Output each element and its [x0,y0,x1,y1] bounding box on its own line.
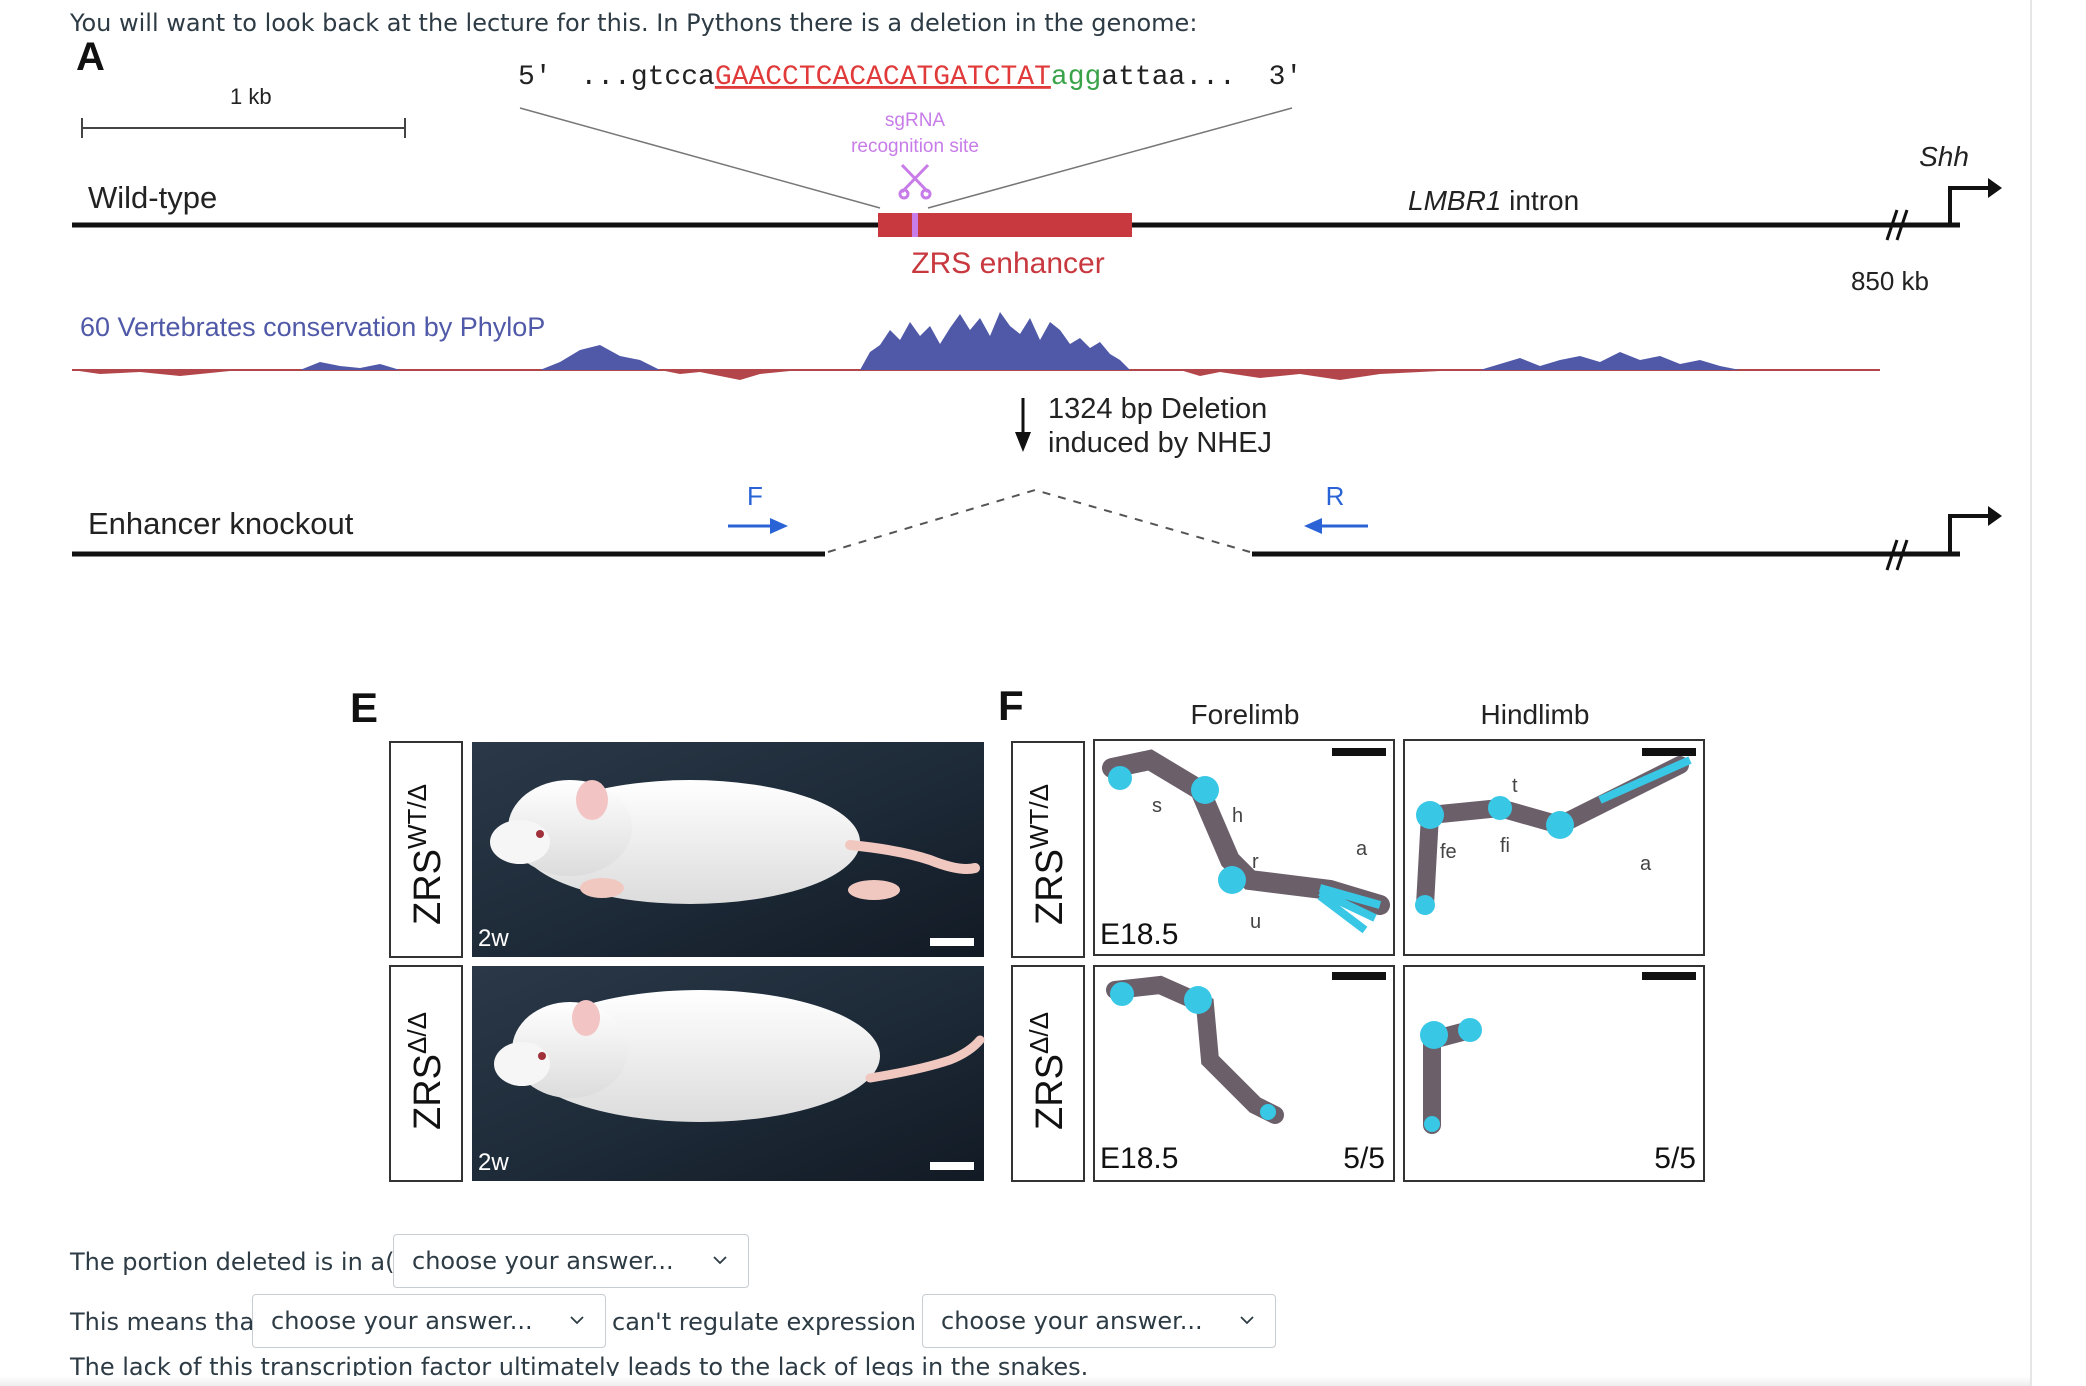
bone-label-t: t [1512,775,1518,797]
zoom-line-right [927,107,1293,209]
dropdown-regulator[interactable]: choose your answer... [252,1294,606,1348]
bone-label-u: u [1250,911,1261,933]
scale-label: 1 kb [230,84,272,109]
rat-age-2: 2w [478,1149,509,1176]
seq-5prime: 5′ [518,62,552,93]
dropdown-deleted-region-value: choose your answer... [412,1247,674,1275]
hindlimb-ko: 5/5 [1403,965,1705,1182]
primer-f-label: F [747,481,763,511]
rat-photo-het: 2w [472,742,984,957]
deletion-dashed [827,488,1251,553]
seq-3prime: 3′ [1269,62,1303,93]
rat-photo-ko: 2w [472,966,985,1181]
chevron-down-icon [713,1256,727,1265]
primer-f-arrow-icon [728,518,788,534]
bone-label-fi: fi [1500,835,1510,857]
panel-e-label: E [350,684,378,731]
dropdown-deleted-region[interactable]: choose your answer... [393,1234,749,1288]
deletion-label-line2: induced by NHEJ [1048,427,1272,459]
deletion-label-line1: 1324 bp Deletion [1048,393,1267,425]
e-row1-genotype: ZRSWT/Δ [402,784,449,925]
wild-type-label: Wild-type [88,180,217,215]
scroll-edge [2030,0,2032,1386]
zoom-line-left [519,107,881,209]
f-row2-genotype-box [1011,965,1085,1182]
break-mark-wt [1880,209,1960,241]
rat-age-1: 2w [478,925,509,952]
sequence: 5′ ...gtccaGAACCTCACACATGATCTATaggattaa.… [518,62,1302,93]
seq-target: GAACCTCACACATGATCTAT [715,62,1051,93]
panel-f-label: F [998,682,1024,729]
line1-prefix: The portion deleted is in a(n) [70,1248,420,1276]
f-stage-2: E18.5 [1100,1142,1178,1175]
deletion-arrow-icon [1015,398,1031,452]
hindlimb-het: t fe fi a [1403,739,1705,956]
shh-arrow-icon [1948,178,2002,225]
bone-label-r: r [1252,851,1259,873]
bottom-fade [0,1376,2030,1386]
bone-label-h: h [1232,805,1243,827]
f-row2-genotype: ZRSΔ/Δ [1024,1012,1071,1130]
zrs-enhancer-block [878,213,1132,237]
seq-pam: agg [1051,62,1101,93]
zrs-enhancer-label: ZRS enhancer [911,247,1104,280]
sgrna-label: sgRNA [885,110,946,131]
dropdown-target-gene[interactable]: choose your answer... [922,1294,1276,1348]
bone-label-a-hind: a [1640,853,1652,875]
bone-label-s: s [1152,795,1162,817]
distance-label: 850 kb [1851,266,1929,296]
dropdown-target-gene-value: choose your answer... [941,1307,1203,1335]
f-ratio-1: 5/5 [1343,1142,1385,1175]
f-row1-genotype-box [1011,741,1085,958]
forelimb-ko: E18.5 5/5 [1093,965,1395,1182]
e-row2-genotype-box [389,965,463,1182]
bone-label-fe: fe [1440,841,1457,863]
shh-label: Shh [1919,141,1969,172]
sgrna-site-mark [912,213,918,237]
forelimb-label: Forelimb [1191,699,1300,730]
forelimb-het: s h r u a E18.5 [1093,739,1395,956]
seq-right: attaa... [1101,62,1235,93]
e-row2-genotype: ZRSΔ/Δ [402,1012,449,1130]
seq-left: ...gtcca [580,62,714,93]
panel-a-label: A [76,35,105,79]
recognition-site-label: recognition site [851,136,979,157]
break-mark-ko [1880,539,1960,571]
f-row1-genotype: ZRSWT/Δ [1024,784,1071,925]
scale-bar [81,118,406,138]
scissors-icon [898,163,932,200]
primer-r-arrow-icon [1304,518,1368,534]
chevron-down-icon [1240,1316,1254,1325]
question-intro: You will want to look back at the lectur… [70,9,1198,37]
f-ratio-2: 5/5 [1654,1142,1696,1175]
conservation-label: 60 Vertebrates conservation by PhyloP [80,312,545,342]
intron-label: LMBR1 intron [1408,185,1579,216]
e-row1-genotype-box [389,741,463,958]
primer-r-label: R [1326,481,1345,511]
ko-shh-arrow-icon [1948,506,2002,554]
conservation-track [72,312,1880,380]
dropdown-regulator-value: choose your answer... [271,1307,533,1335]
line2-prefix: This means that [70,1308,264,1336]
knockout-label: Enhancer knockout [88,506,354,541]
f-stage-1: E18.5 [1100,918,1178,951]
hindlimb-label: Hindlimb [1481,699,1590,730]
bone-label-a: a [1356,838,1368,860]
line2-middle: can't regulate expression of [612,1308,947,1336]
chevron-down-icon [570,1316,584,1325]
